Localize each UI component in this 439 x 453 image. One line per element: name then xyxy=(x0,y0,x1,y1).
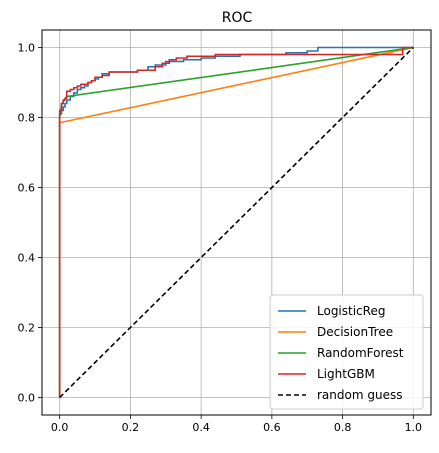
x-tick-label: 0.6 xyxy=(263,421,281,434)
legend-label-randomforest: RandomForest xyxy=(317,346,404,360)
y-tick-label: 0.0 xyxy=(18,392,36,405)
series-group xyxy=(58,46,414,399)
series-line-lightgbm xyxy=(58,46,414,398)
series-line-random-guess xyxy=(59,46,414,399)
legend-label-lightgbm: LightGBM xyxy=(317,367,375,381)
axes xyxy=(41,29,432,416)
grid xyxy=(42,30,431,415)
legend-label-random-guess: random guess xyxy=(317,388,402,402)
x-tick-label: 0.4 xyxy=(192,421,210,434)
chart-title: ROC xyxy=(222,10,253,26)
y-tick-label: 0.4 xyxy=(18,252,36,265)
x-tick-label: 1.0 xyxy=(405,421,423,434)
y-tick-label: 0.8 xyxy=(18,112,36,125)
x-tick-label: 0.8 xyxy=(334,421,352,434)
y-tick-label: 0.2 xyxy=(18,322,36,335)
x-tick-label: 0.2 xyxy=(122,421,140,434)
y-tick-label: 0.6 xyxy=(18,182,36,195)
legend-label-logisticreg: LogisticReg xyxy=(317,304,385,318)
legend[interactable]: LogisticReg DecisionTree RandomForest Light… xyxy=(269,294,424,410)
legend-label-decisiontree: DecisionTree xyxy=(317,325,393,339)
ticks: 0.0 0.2 0.4 0.6 0.8 1.0 0.0 0.2 0.4 0.6 0.8 1.0 xyxy=(18,42,423,435)
x-tick-label: 0.0 xyxy=(51,421,69,434)
legend-box xyxy=(269,294,424,410)
axes-frame xyxy=(41,29,432,416)
y-tick-label: 1.0 xyxy=(18,42,36,55)
